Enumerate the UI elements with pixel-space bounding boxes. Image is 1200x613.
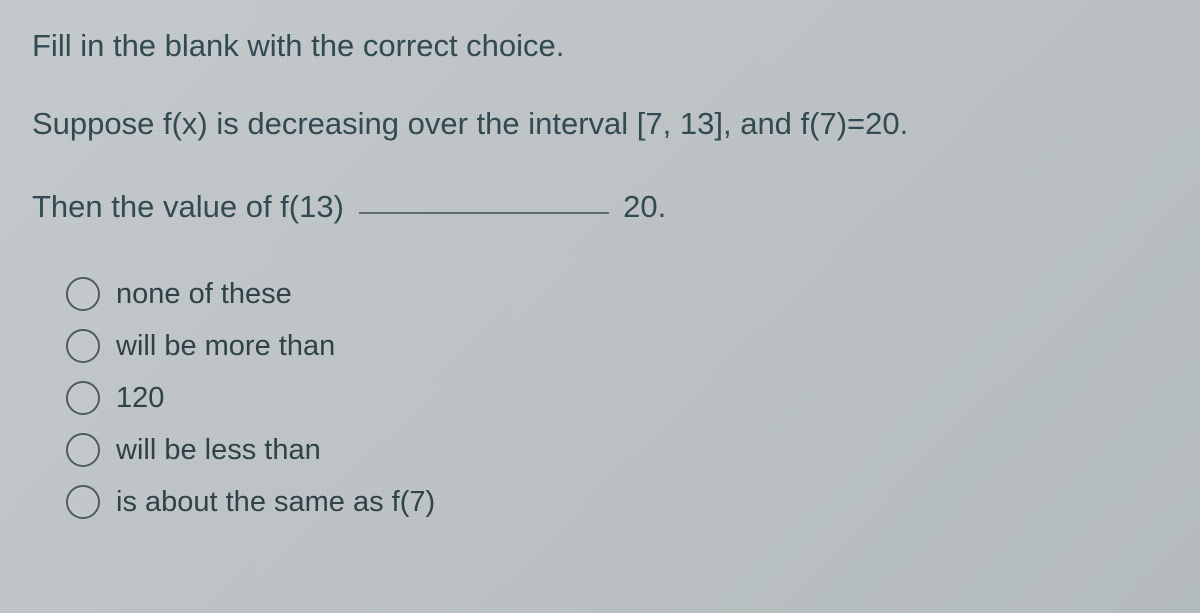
option-3[interactable]: will be less than xyxy=(66,433,1168,467)
option-label: none of these xyxy=(116,278,292,311)
radio-icon[interactable] xyxy=(66,433,100,467)
option-label: is about the same as f(7) xyxy=(116,486,435,519)
option-label: will be less than xyxy=(116,434,321,467)
radio-icon[interactable] xyxy=(66,329,100,363)
fill-in-blank[interactable] xyxy=(359,181,609,214)
stem-after-blank: 20. xyxy=(623,189,666,224)
option-2[interactable]: 120 xyxy=(66,381,1168,415)
option-1[interactable]: will be more than xyxy=(66,329,1168,363)
options-list: none of these will be more than 120 will… xyxy=(32,277,1168,519)
instruction-text: Fill in the blank with the correct choic… xyxy=(32,28,1168,64)
question-stem: Then the value of f(13) 20. xyxy=(32,184,1168,225)
option-label: 120 xyxy=(116,382,164,415)
option-0[interactable]: none of these xyxy=(66,277,1168,311)
option-label: will be more than xyxy=(116,330,335,363)
radio-icon[interactable] xyxy=(66,485,100,519)
radio-icon[interactable] xyxy=(66,277,100,311)
option-4[interactable]: is about the same as f(7) xyxy=(66,485,1168,519)
premise-text: Suppose f(x) is decreasing over the inte… xyxy=(32,106,1168,142)
question-card: Fill in the blank with the correct choic… xyxy=(0,0,1200,557)
radio-icon[interactable] xyxy=(66,381,100,415)
stem-before-blank: Then the value of f(13) xyxy=(32,189,344,224)
